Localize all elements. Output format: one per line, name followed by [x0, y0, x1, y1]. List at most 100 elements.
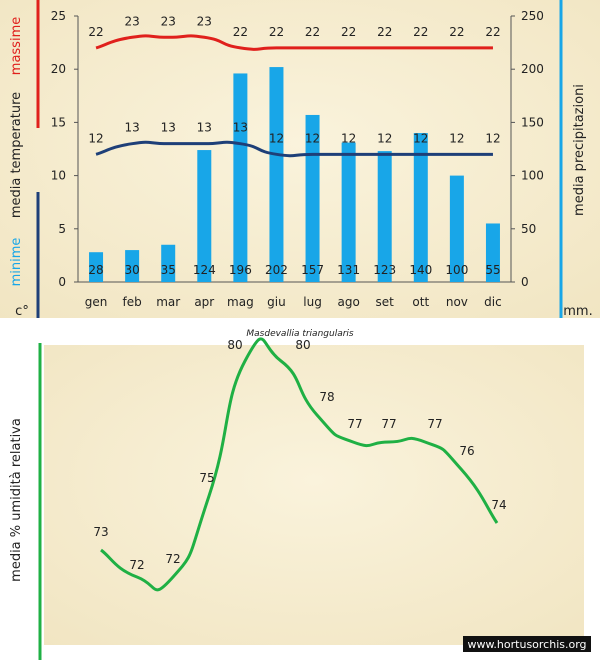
min-temp-value-label: 12 [305, 131, 320, 145]
precip-bar-ott [413, 133, 428, 282]
chart-caption: Masdevallia triangularis [246, 329, 354, 339]
precip-unit: mm. [563, 304, 592, 319]
humidity-value-label-set: 77 [381, 417, 396, 431]
precip-value-label: 124 [193, 263, 216, 277]
humidity-value-label-gen: 73 [93, 525, 108, 539]
left-axis-tick-label: 0 [58, 275, 66, 289]
humidity-value-label-mar: 72 [165, 552, 180, 566]
humidity-value-label-feb: 72 [129, 558, 144, 572]
max-temp-value-label: 22 [305, 25, 320, 39]
credit-background [463, 636, 591, 652]
precip-bar-dic [485, 223, 500, 282]
max-temp-value-label: 23 [124, 14, 139, 28]
min-temp-value-label: 12 [341, 131, 356, 145]
precip-bar-nov [449, 175, 464, 282]
month-label-nov: nov [446, 295, 468, 309]
min-temp-label: minime [9, 238, 24, 287]
humidity-value-label-giu: 80 [295, 338, 310, 352]
min-temp-value-label: 13 [161, 121, 176, 135]
min-temp-value-label: 13 [233, 121, 248, 135]
right-axis-tick-label: 0 [521, 275, 529, 289]
min-temp-value-label: 12 [485, 131, 500, 145]
min-temp-value-label: 12 [413, 131, 428, 145]
month-label-gen: gen [85, 295, 108, 309]
min-temp-value-label: 12 [88, 131, 103, 145]
left-axis-tick-label: 10 [51, 169, 66, 183]
precip-bar-mar [161, 244, 176, 282]
humidity-value-label-ago: 77 [347, 417, 362, 431]
precip-value-label: 140 [409, 263, 432, 277]
temperature-precipitation-chart: 0 5 10 15 20 25 0 50 100 150 200 250 28 30 35 124 196 2… [9, 0, 593, 319]
precip-value-label: 28 [88, 263, 103, 277]
min-temp-line [95, 140, 493, 158]
precip-bar-feb [125, 250, 140, 282]
month-label-dic: dic [484, 295, 502, 309]
precip-bar-mag [233, 73, 248, 283]
month-label-ago: ago [337, 295, 359, 309]
month-label-mag: mag [227, 295, 254, 309]
humidity-value-label-apr: 75 [199, 471, 214, 485]
max-temp-value-label: 23 [161, 14, 176, 28]
temp-unit: c° [15, 304, 29, 319]
month-label-feb: feb [123, 295, 142, 309]
month-label-giu: giu [267, 295, 286, 309]
precip-value-label: 123 [373, 263, 396, 277]
max-temp-label: massime [9, 17, 24, 75]
right-axis-tick-label: 100 [521, 169, 544, 183]
right-axis-tick-label: 150 [521, 115, 544, 129]
max-temp-value-label: 23 [197, 14, 212, 28]
humidity-value-label-mag: 80 [227, 338, 242, 352]
max-temp-value-label: 22 [449, 25, 464, 39]
left-axis-tick-label: 15 [51, 115, 66, 129]
max-temp-value-label: 22 [485, 25, 500, 39]
min-temp-value-label: 12 [269, 131, 284, 145]
max-temp-value-label: 22 [88, 25, 103, 39]
month-label-mar: mar [156, 295, 180, 309]
month-label-ott: ott [412, 295, 429, 309]
humidity-value-label-lug: 78 [319, 390, 334, 404]
humidity-value-label-ott: 77 [427, 417, 442, 431]
max-temp-value-label: 22 [377, 25, 392, 39]
precip-bar-set [377, 151, 392, 282]
month-label-lug: lug [303, 295, 322, 309]
humidity-axis-title: media % umidità relativa [9, 418, 24, 582]
precip-value-label: 196 [229, 263, 252, 277]
precip-value-label: 35 [161, 263, 176, 277]
min-temp-value-label: 12 [449, 131, 464, 145]
min-temp-value-label: 13 [124, 121, 139, 135]
precip-axis-title: media precipitazioni [572, 84, 587, 216]
max-temp-value-label: 22 [413, 25, 428, 39]
credit-text[interactable]: www.hortusorchis.org [467, 638, 586, 651]
min-temp-value-label: 12 [377, 131, 392, 145]
max-temp-value-label: 22 [233, 25, 248, 39]
humidity-chart: media % umidità relativa 73 72 72 75 80 80 78 7… [9, 337, 507, 660]
left-axis-tick-label: 5 [58, 222, 66, 236]
temp-axis-title: media temperature [9, 92, 24, 218]
left-axis-tick-label: 20 [51, 62, 66, 76]
bottom-chart-background [44, 345, 584, 645]
precip-bar-lug [305, 114, 320, 283]
max-temp-value-label: 22 [341, 25, 356, 39]
precip-value-label: 55 [485, 263, 500, 277]
humidity-value-label-dic: 74 [491, 498, 506, 512]
precip-value-label: 131 [337, 263, 360, 277]
humidity-value-label-nov: 76 [459, 444, 474, 458]
right-axis-tick-label: 250 [521, 9, 544, 23]
precip-value-label: 30 [124, 263, 139, 277]
left-axis-tick-label: 25 [51, 9, 66, 23]
humidity-line-path [100, 337, 499, 592]
right-axis-tick-label: 50 [521, 222, 536, 236]
precip-bar-apr [197, 150, 212, 282]
right-axis-tick-label: 200 [521, 62, 544, 76]
month-label-set: set [376, 295, 395, 309]
precip-bar-ago [341, 142, 356, 282]
month-label-apr: apr [194, 295, 214, 309]
precip-bar-giu [269, 67, 284, 283]
min-temp-value-label: 13 [197, 121, 212, 135]
max-temp-line [95, 34, 493, 51]
precip-value-label: 157 [301, 263, 324, 277]
precip-bar-gen [89, 252, 104, 282]
max-temp-value-label: 22 [269, 25, 284, 39]
precip-value-label: 100 [445, 263, 468, 277]
